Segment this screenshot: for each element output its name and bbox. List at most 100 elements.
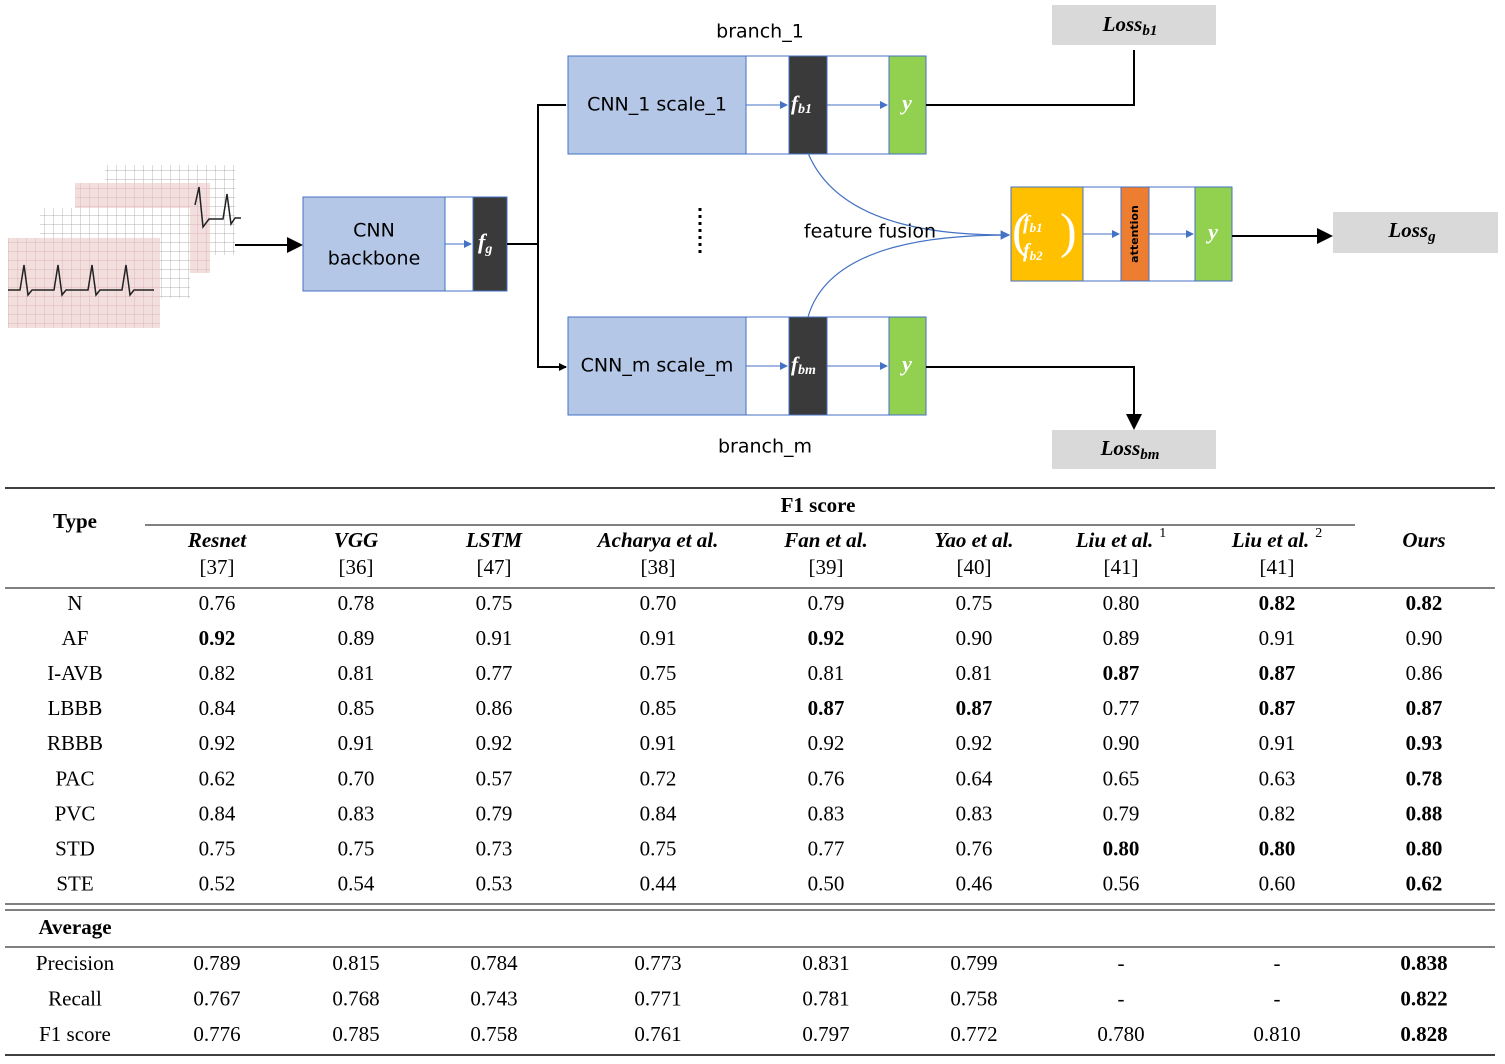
cell: 0.78	[1406, 766, 1443, 790]
column-ref: [36]	[339, 555, 374, 579]
backbone-block: CNN backbone fg	[302, 196, 508, 292]
header: Ours	[1402, 528, 1445, 552]
column-header: Acharya et al.	[596, 528, 719, 552]
cell: 0.89	[338, 626, 375, 650]
cell: 0.79	[808, 591, 845, 615]
cell: 0.92	[956, 731, 993, 755]
column-ref: [40]	[957, 555, 992, 579]
cell: 0.75	[338, 837, 375, 861]
cell: 0.828	[1400, 1022, 1447, 1046]
svg-text:): )	[1060, 202, 1077, 258]
cell: 0.56	[1103, 872, 1140, 896]
cell: 0.78	[338, 591, 375, 615]
row-label: F1 score	[39, 1022, 111, 1046]
cell: 0.92	[476, 731, 513, 755]
cell: 0.90	[956, 626, 993, 650]
column-header: VGG	[334, 528, 378, 552]
ecg-images	[8, 165, 241, 328]
cell: 0.53	[476, 872, 513, 896]
cell: 0.84	[199, 696, 236, 720]
cell: 0.91	[1259, 731, 1296, 755]
cell: 0.87	[1406, 696, 1443, 720]
label: backbone	[328, 248, 421, 270]
column-header: LSTM	[465, 528, 523, 552]
column-ref: [41]	[1104, 555, 1139, 579]
cell: 0.822	[1400, 986, 1447, 1010]
cell: 0.85	[640, 696, 677, 720]
cell: 0.76	[199, 591, 236, 615]
cell: 0.80	[1259, 837, 1296, 861]
cell: 0.92	[199, 731, 236, 755]
cell: 0.60	[1259, 872, 1296, 896]
feature: fb1	[791, 91, 812, 117]
cell: 0.79	[1103, 801, 1140, 825]
results-table: Type F1 score Ours Average Resnet [37] VGG…	[5, 487, 1495, 1056]
cell: 0.776	[193, 1022, 240, 1046]
cell: 0.76	[808, 766, 845, 790]
feature: fg	[478, 229, 492, 257]
cell: -	[1274, 986, 1281, 1010]
cell: 0.70	[640, 591, 677, 615]
loss: Lossbm	[1100, 436, 1160, 464]
cell: 0.838	[1400, 951, 1447, 975]
cell: 0.77	[808, 837, 845, 861]
header: Type	[53, 509, 97, 533]
svg-text:(: (	[1012, 202, 1029, 258]
cell: 0.87	[956, 696, 993, 720]
row-label: N	[67, 591, 82, 615]
row-label: PAC	[56, 766, 95, 790]
cell: 0.52	[199, 872, 236, 896]
column-header: Liu et al. 1	[1075, 526, 1167, 552]
cell: 0.87	[1259, 661, 1296, 685]
cell: 0.85	[338, 696, 375, 720]
cell: -	[1274, 951, 1281, 975]
cell: 0.91	[640, 731, 677, 755]
cell: 0.50	[808, 872, 845, 896]
cell: 0.80	[1406, 837, 1443, 861]
cell: 0.87	[1103, 661, 1140, 685]
cell: 0.92	[199, 626, 236, 650]
cell: 0.758	[470, 1022, 517, 1046]
column-ref: [39]	[809, 555, 844, 579]
cell: 0.773	[634, 951, 681, 975]
cell: 0.815	[332, 951, 379, 975]
cell: 0.80	[1103, 591, 1140, 615]
row-label: I-AVB	[47, 661, 103, 685]
column-header: Resnet	[187, 528, 248, 552]
column-ref: [47]	[477, 555, 512, 579]
label: branch_1	[716, 21, 804, 43]
cell: 0.799	[950, 951, 997, 975]
cell: 0.75	[640, 661, 677, 685]
cell: 0.54	[338, 872, 375, 896]
row-label: Recall	[48, 986, 102, 1010]
cell: 0.62	[1406, 872, 1443, 896]
cell: 0.83	[808, 801, 845, 825]
row-label: RBBB	[47, 731, 103, 755]
label: feature fusion	[804, 221, 936, 243]
header: F1 score	[781, 493, 856, 517]
attention: attention	[1128, 205, 1141, 263]
column-ref: [41]	[1260, 555, 1295, 579]
cell: 0.62	[199, 766, 236, 790]
cell: 0.77	[476, 661, 513, 685]
cell: 0.84	[640, 801, 677, 825]
cell: 0.87	[1259, 696, 1296, 720]
column-header: Yao et al.	[934, 528, 1013, 552]
cell: 0.771	[634, 986, 681, 1010]
cell: 0.83	[338, 801, 375, 825]
cell: 0.65	[1103, 766, 1140, 790]
column-ref: [38]	[641, 555, 676, 579]
cell: 0.44	[640, 872, 677, 896]
column-header: Fan et al.	[783, 528, 867, 552]
cell: -	[1118, 986, 1125, 1010]
row-label: PVC	[55, 801, 96, 825]
cell: 0.88	[1406, 801, 1443, 825]
section-label: Average	[38, 915, 111, 939]
cell: 0.84	[199, 801, 236, 825]
branch-block: CNN_1 scale_1 fb1 y	[567, 55, 927, 155]
cell: 0.81	[338, 661, 375, 685]
cell: 0.91	[1259, 626, 1296, 650]
cell: 0.780	[1097, 1022, 1144, 1046]
cell: 0.75	[476, 591, 513, 615]
